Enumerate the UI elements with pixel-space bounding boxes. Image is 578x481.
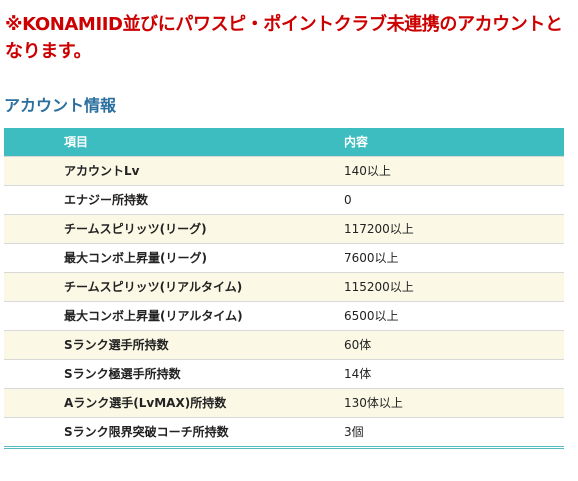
row-label: チームスピリッツ(リアルタイム): [4, 271, 284, 301]
table-row: 最大コンボ上昇量(リアルタイム) 6500以上: [4, 300, 564, 330]
account-notice: ※KONAMIID並びにパワスピ・ポイントクラブ未連携のアカウントとなります。: [5, 14, 563, 62]
table-row: Sランク選手所持数 60体: [4, 329, 564, 359]
row-label: エナジー所持数: [4, 184, 284, 214]
table-row: Sランク極選手所持数 14体: [4, 358, 564, 388]
row-label: Sランク選手所持数: [4, 329, 284, 359]
row-value: 14体: [284, 358, 564, 388]
row-label: Sランク極選手所持数: [4, 358, 284, 388]
table-row: 最大コンボ上昇量(リーグ) 7600以上: [4, 242, 564, 272]
row-value: 0: [284, 184, 564, 214]
header-content: 内容: [284, 128, 564, 156]
row-label: 最大コンボ上昇量(リーグ): [4, 242, 284, 272]
table-row: チームスピリッツ(リアルタイム) 115200以上: [4, 271, 564, 301]
table-header-row: 項目 内容: [4, 128, 564, 156]
account-info-table: 項目 内容 アカウントLv 140以上 エナジー所持数 0 チームスピリッツ(リ…: [4, 128, 564, 446]
header-item: 項目: [4, 128, 284, 156]
table-row: アカウントLv 140以上: [4, 155, 564, 185]
row-label: Sランク限界突破コーチ所持数: [4, 416, 284, 446]
row-value: 3個: [284, 416, 564, 446]
section-title-account-info: アカウント情報: [4, 96, 117, 115]
row-value: 6500以上: [284, 300, 564, 330]
account-info-table-wrap: 項目 内容 アカウントLv 140以上 エナジー所持数 0 チームスピリッツ(リ…: [4, 128, 564, 449]
table-row: Sランク限界突破コーチ所持数 3個: [4, 416, 564, 446]
row-value: 117200以上: [284, 213, 564, 243]
row-value: 130体以上: [284, 387, 564, 417]
row-label: 最大コンボ上昇量(リアルタイム): [4, 300, 284, 330]
row-label: チームスピリッツ(リーグ): [4, 213, 284, 243]
row-value: 7600以上: [284, 242, 564, 272]
row-value: 140以上: [284, 155, 564, 185]
table-row: エナジー所持数 0: [4, 184, 564, 214]
table-row: チームスピリッツ(リーグ) 117200以上: [4, 213, 564, 243]
table-row: Aランク選手(LvMAX)所持数 130体以上: [4, 387, 564, 417]
row-label: Aランク選手(LvMAX)所持数: [4, 387, 284, 417]
row-value: 115200以上: [284, 271, 564, 301]
row-label: アカウントLv: [4, 155, 284, 185]
row-value: 60体: [284, 329, 564, 359]
